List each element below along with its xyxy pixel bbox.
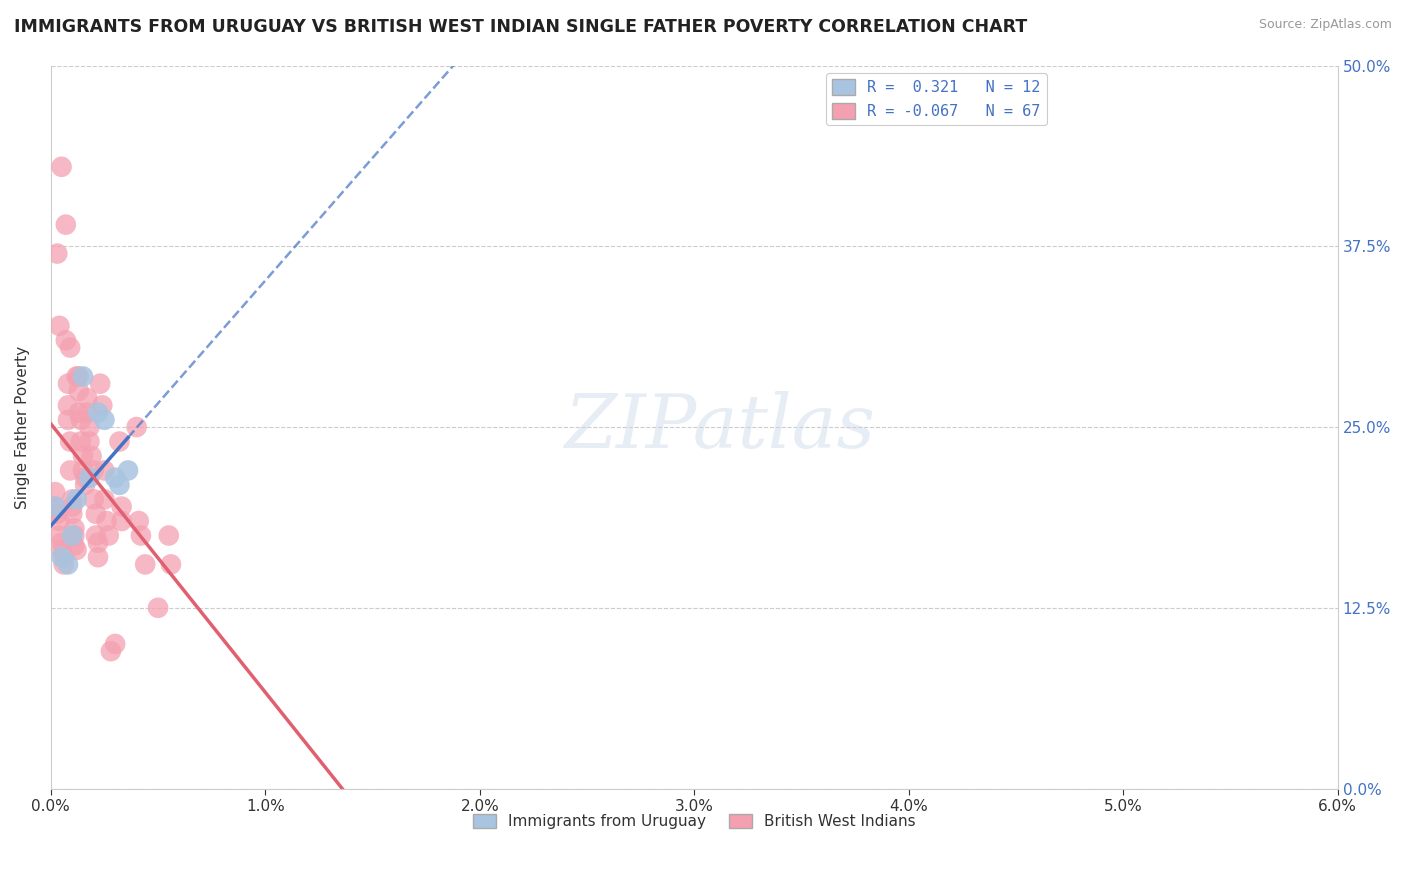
Point	[97, 528, 120, 542]
Point	[46, 246, 69, 260]
Text: ZIPatlas: ZIPatlas	[564, 391, 876, 463]
Point	[83, 463, 105, 477]
Point	[60, 528, 83, 542]
Point	[93, 413, 115, 427]
Point	[108, 478, 131, 492]
Point	[65, 492, 87, 507]
Point	[51, 543, 73, 558]
Point	[87, 535, 110, 549]
Point	[96, 514, 118, 528]
Point	[79, 420, 101, 434]
Point	[48, 528, 70, 542]
Point	[44, 500, 66, 514]
Point	[60, 507, 83, 521]
Point	[93, 492, 115, 507]
Point	[72, 449, 94, 463]
Point	[134, 558, 156, 572]
Point	[60, 492, 83, 507]
Point	[76, 406, 98, 420]
Point	[56, 558, 79, 572]
Point	[65, 369, 87, 384]
Point	[48, 514, 70, 528]
Point	[104, 637, 127, 651]
Point	[76, 391, 98, 405]
Point	[84, 507, 107, 521]
Point	[125, 420, 148, 434]
Point	[44, 485, 66, 500]
Point	[44, 500, 66, 514]
Point	[56, 413, 79, 427]
Point	[67, 406, 90, 420]
Point	[108, 434, 131, 449]
Point	[75, 478, 97, 492]
Point	[79, 471, 101, 485]
Point	[91, 398, 114, 412]
Point	[63, 521, 86, 535]
Point	[160, 558, 183, 572]
Point	[129, 528, 152, 542]
Point	[100, 644, 122, 658]
Point	[80, 449, 103, 463]
Point	[59, 463, 82, 477]
Point	[128, 514, 150, 528]
Point	[55, 334, 77, 348]
Point	[104, 471, 127, 485]
Point	[84, 528, 107, 542]
Point	[79, 434, 101, 449]
Point	[110, 514, 132, 528]
Point	[67, 369, 90, 384]
Point	[52, 550, 75, 565]
Point	[75, 471, 97, 485]
Point	[63, 539, 86, 553]
Point	[83, 492, 105, 507]
Text: Source: ZipAtlas.com: Source: ZipAtlas.com	[1258, 18, 1392, 31]
Point	[59, 434, 82, 449]
Point	[51, 550, 73, 565]
Point	[52, 558, 75, 572]
Text: IMMIGRANTS FROM URUGUAY VS BRITISH WEST INDIAN SINGLE FATHER POVERTY CORRELATION: IMMIGRANTS FROM URUGUAY VS BRITISH WEST …	[14, 18, 1028, 36]
Point	[55, 218, 77, 232]
Point	[87, 406, 110, 420]
Point	[67, 384, 90, 398]
Point	[51, 160, 73, 174]
Point	[72, 463, 94, 477]
Point	[93, 463, 115, 477]
Point	[59, 341, 82, 355]
Point	[56, 398, 79, 412]
Point	[157, 528, 180, 542]
Point	[48, 318, 70, 333]
Point	[70, 413, 93, 427]
Point	[51, 535, 73, 549]
Point	[63, 528, 86, 542]
Point	[70, 434, 93, 449]
Point	[60, 500, 83, 514]
Point	[87, 550, 110, 565]
Point	[72, 369, 94, 384]
Y-axis label: Single Father Poverty: Single Father Poverty	[15, 345, 30, 508]
Point	[65, 543, 87, 558]
Point	[146, 600, 169, 615]
Point	[56, 376, 79, 391]
Point	[46, 507, 69, 521]
Legend: Immigrants from Uruguay, British West Indians: Immigrants from Uruguay, British West In…	[467, 808, 922, 835]
Point	[110, 500, 132, 514]
Point	[89, 376, 111, 391]
Point	[117, 463, 139, 477]
